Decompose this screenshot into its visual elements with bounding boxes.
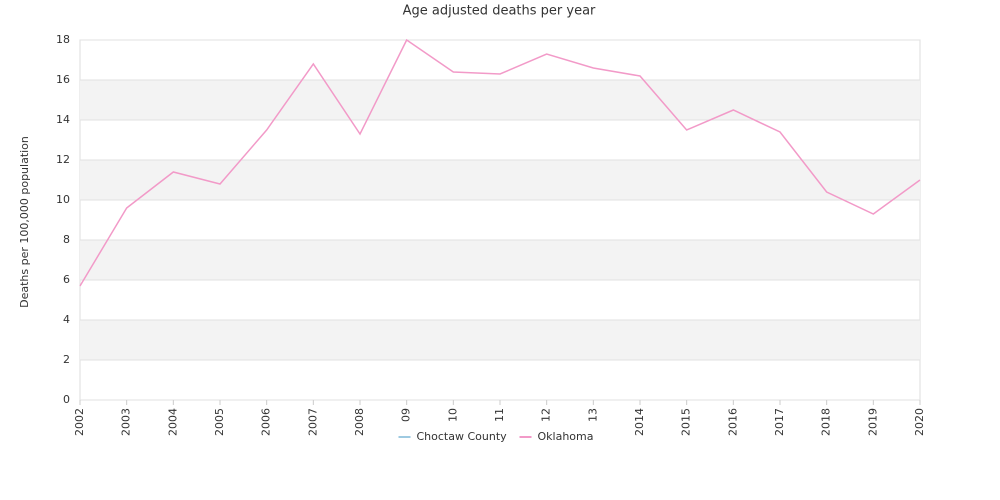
y-tick-label: 0	[63, 393, 70, 406]
y-tick-label: 10	[56, 193, 70, 206]
x-tick-label: 2014	[633, 408, 646, 436]
grid-band	[80, 320, 920, 360]
grid-band	[80, 240, 920, 280]
x-tick-label: 2015	[680, 408, 693, 436]
x-tick-label: 11	[493, 408, 506, 422]
x-tick-label: 2006	[260, 408, 273, 436]
x-tick-label: 2019	[866, 408, 879, 436]
x-tick-label: 2005	[213, 408, 226, 436]
x-tick-label: 10	[446, 408, 459, 422]
y-tick-label: 12	[56, 153, 70, 166]
x-tick-label: 2020	[913, 408, 926, 436]
y-tick-label: 2	[63, 353, 70, 366]
legend-label: Choctaw County	[417, 430, 508, 443]
x-tick-label: 12	[540, 408, 553, 422]
y-axis-label: Deaths per 100,000 population	[18, 136, 31, 308]
x-tick-label: 2008	[353, 408, 366, 436]
x-tick-label: 2003	[120, 408, 133, 436]
grid-band	[80, 80, 920, 120]
grid-band	[80, 160, 920, 200]
y-tick-label: 18	[56, 33, 70, 46]
y-tick-label: 4	[63, 313, 70, 326]
x-tick-label: 2004	[166, 408, 179, 436]
y-tick-label: 14	[56, 113, 70, 126]
y-tick-label: 16	[56, 73, 70, 86]
x-tick-label: 09	[400, 408, 413, 422]
x-tick-label: 2016	[726, 408, 739, 436]
x-tick-label: 13	[586, 408, 599, 422]
x-tick-label: 2002	[73, 408, 86, 436]
x-tick-label: 2007	[306, 408, 319, 436]
x-tick-label: 2018	[820, 408, 833, 436]
y-tick-label: 8	[63, 233, 70, 246]
y-tick-label: 6	[63, 273, 70, 286]
x-tick-label: 2017	[773, 408, 786, 436]
chart-title: Age adjusted deaths per year	[403, 4, 596, 19]
series-line	[79, 38, 921, 287]
legend-label: Oklahoma	[538, 430, 594, 443]
